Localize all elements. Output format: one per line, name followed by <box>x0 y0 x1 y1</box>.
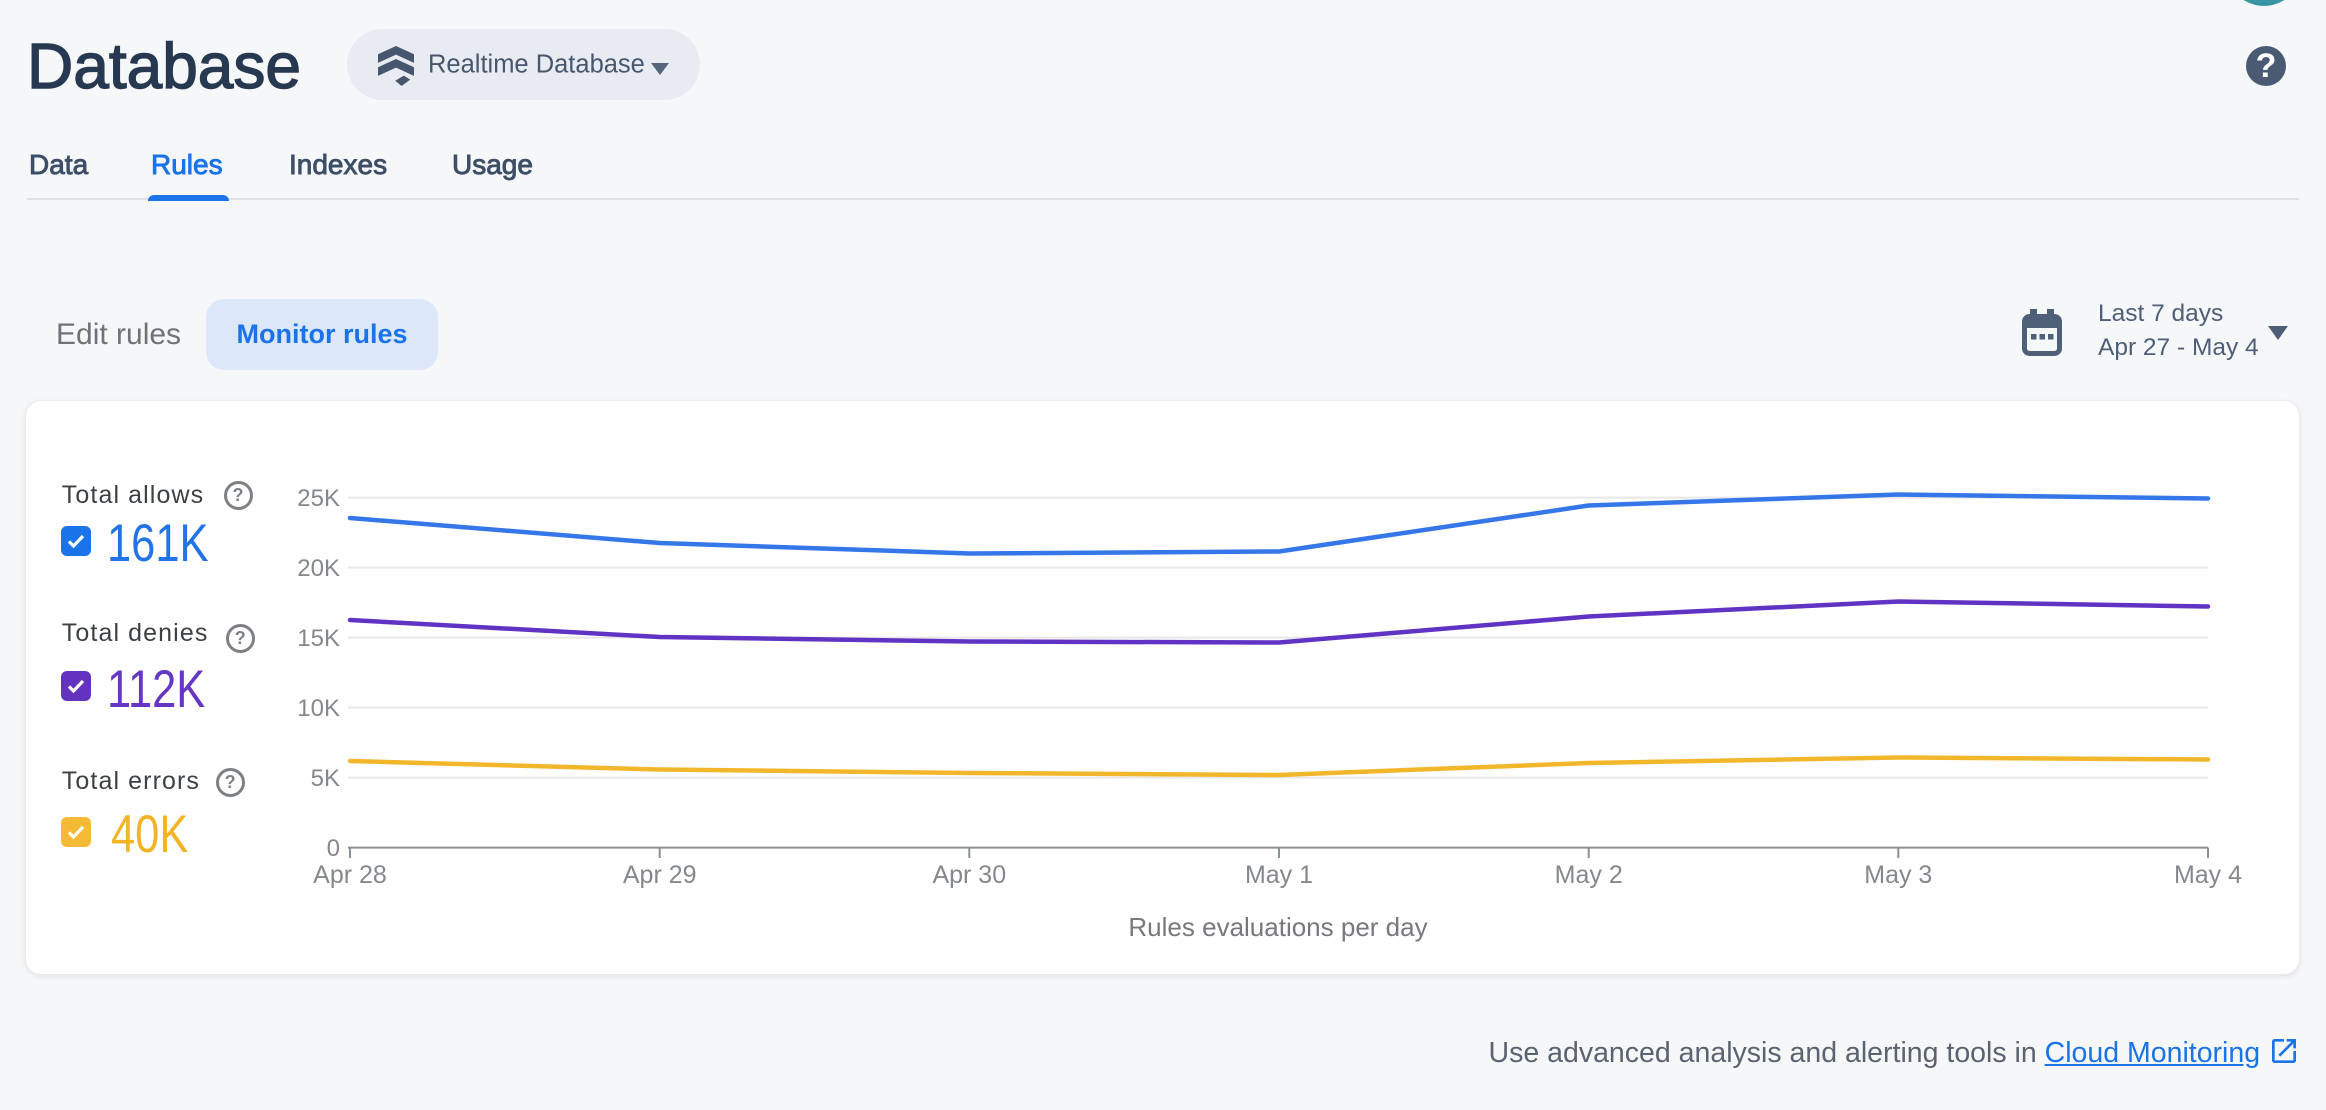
svg-text:May 2: May 2 <box>1555 861 1623 889</box>
svg-text:10K: 10K <box>297 695 340 722</box>
svg-text:Apr 28: Apr 28 <box>313 861 387 889</box>
svg-text:May 4: May 4 <box>2174 861 2242 889</box>
svg-text:Apr 30: Apr 30 <box>932 861 1006 889</box>
svg-text:May 1: May 1 <box>1245 861 1313 889</box>
svg-text:20K: 20K <box>297 555 340 582</box>
svg-text:25K: 25K <box>297 485 340 512</box>
svg-text:Rules evaluations per day: Rules evaluations per day <box>1128 912 1427 942</box>
svg-text:0: 0 <box>327 835 340 862</box>
svg-text:May 3: May 3 <box>1864 861 1932 889</box>
svg-text:5K: 5K <box>311 765 340 792</box>
svg-text:15K: 15K <box>297 625 340 652</box>
svg-text:Apr 29: Apr 29 <box>623 861 697 889</box>
